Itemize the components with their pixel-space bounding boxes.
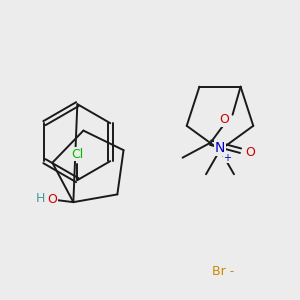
- Text: +: +: [223, 153, 231, 163]
- Text: H: H: [36, 192, 45, 205]
- Text: O: O: [47, 193, 57, 206]
- Text: Br -: Br -: [212, 265, 235, 278]
- Text: O: O: [246, 146, 256, 159]
- Text: N: N: [215, 141, 225, 155]
- Text: O: O: [220, 113, 230, 126]
- Text: Cl: Cl: [71, 148, 83, 161]
